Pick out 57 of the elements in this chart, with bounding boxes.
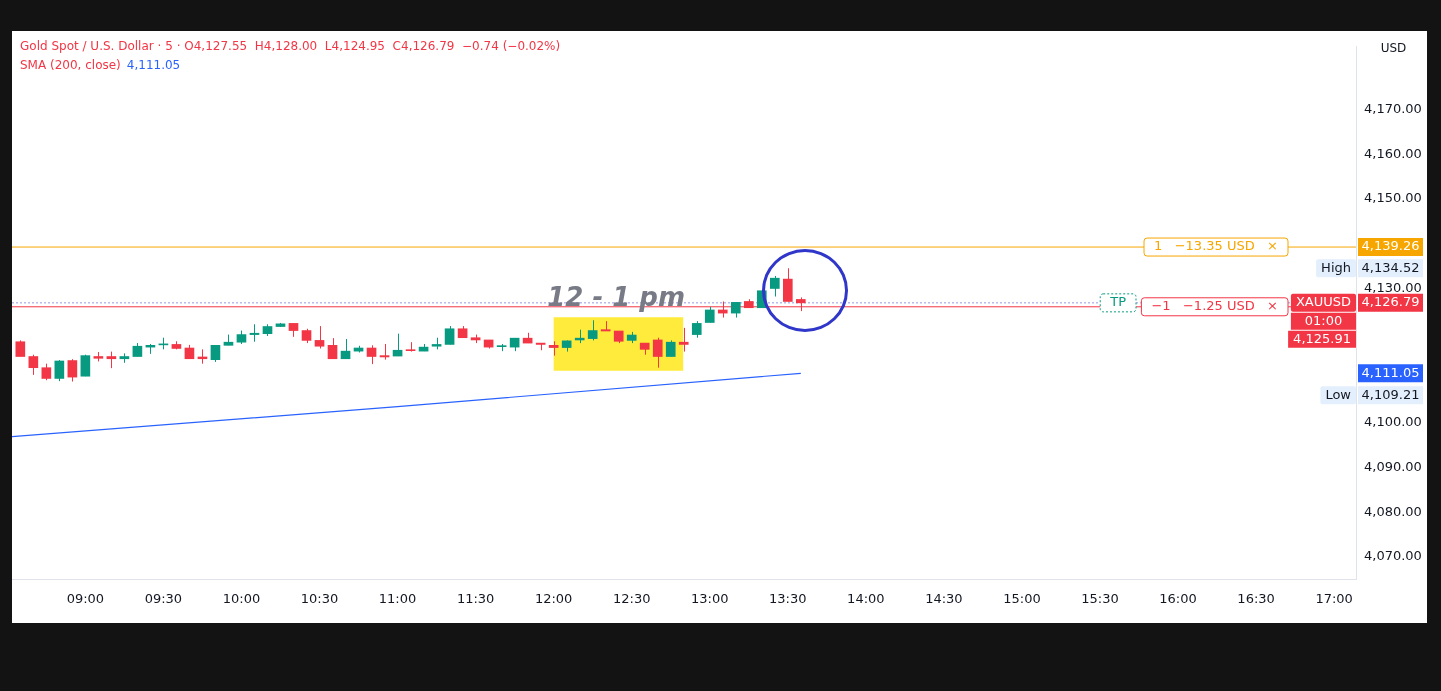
x-tick-label: 14:30 bbox=[925, 590, 963, 606]
y-tick-label: 4,080.00 bbox=[1364, 503, 1422, 519]
y-tick-label: 4,170.00 bbox=[1364, 100, 1422, 116]
y2-tick-label: 4,111.05 bbox=[1361, 364, 1420, 380]
candlestick bbox=[587, 319, 598, 341]
candlestick bbox=[769, 275, 780, 298]
x-tick-label: 09:00 bbox=[66, 590, 105, 606]
text: SMA (200, close) bbox=[20, 58, 121, 73]
x-tick-label: 11:30 bbox=[456, 590, 495, 606]
annotation: 4,125.91 bbox=[1293, 330, 1351, 346]
x-tick-label: 12:30 bbox=[612, 590, 651, 606]
x-tick-label: 12:00 bbox=[534, 590, 573, 606]
y-tick-label: 4,100.00 bbox=[1364, 414, 1422, 430]
candlestick bbox=[340, 338, 351, 360]
x-tick-label: 15:00 bbox=[1003, 590, 1041, 606]
text: 4,111.05 bbox=[126, 58, 181, 73]
y2-tick-label: 4,126.79 bbox=[1361, 294, 1420, 310]
x-tick-label: 16:00 bbox=[1159, 590, 1197, 606]
y-axis-title: USD bbox=[1380, 41, 1407, 56]
candlestick bbox=[67, 358, 78, 383]
x-tick-label: 14:00 bbox=[847, 590, 885, 606]
candlestick bbox=[54, 359, 65, 382]
ref-line-label: 1 −13.35 USD × bbox=[1154, 238, 1278, 254]
y-tick-label: 4,130.00 bbox=[1364, 279, 1422, 295]
annotation: 12 - 1 pm bbox=[547, 282, 686, 313]
chart-title: Gold Spot / U.S. Dollar · 5 · O4,127.55 H4,128.00 L4,124.95 C4,126.79 −0.74 (−0.02%) bbox=[20, 39, 561, 54]
annotation: 01:00 bbox=[1304, 312, 1343, 328]
text: 4,109.21 bbox=[1361, 386, 1420, 402]
candlestick bbox=[444, 325, 455, 345]
y2-tick-label: 4,139.26 bbox=[1361, 238, 1420, 254]
annotation: XAUUSD bbox=[1295, 294, 1351, 310]
x-tick-label: 13:00 bbox=[691, 590, 729, 606]
candlestick bbox=[314, 325, 325, 349]
x-tick-label: 11:00 bbox=[378, 590, 417, 606]
candlestick bbox=[678, 327, 689, 353]
x-tick-label: 17:00 bbox=[1315, 590, 1353, 606]
x-tick-label: 16:30 bbox=[1237, 590, 1275, 606]
candlestick bbox=[28, 354, 39, 376]
candlestick bbox=[652, 337, 663, 369]
candlestick bbox=[366, 344, 377, 365]
y2-tick-label: 4,134.52 bbox=[1361, 259, 1420, 275]
candlestick bbox=[327, 337, 338, 360]
x-tick-label: 15:30 bbox=[1081, 590, 1119, 606]
x-tick-label: 10:00 bbox=[222, 590, 261, 606]
x-tick-label: 13:30 bbox=[769, 590, 807, 606]
y-tick-label: 4,090.00 bbox=[1364, 458, 1422, 474]
y-tick-label: 4,070.00 bbox=[1364, 548, 1422, 564]
x-tick-label: 10:30 bbox=[300, 590, 339, 606]
ref-line-label: −1 −1.25 USD × bbox=[1151, 298, 1279, 314]
x-tick-label: 09:30 bbox=[144, 590, 183, 606]
candlestick bbox=[249, 323, 260, 343]
y-tick-label: 4,150.00 bbox=[1364, 190, 1422, 206]
y-tick-label: 4,160.00 bbox=[1364, 145, 1422, 161]
ref-line-label: TP bbox=[1109, 294, 1127, 310]
annotation: High bbox=[1321, 259, 1352, 275]
candlestick bbox=[782, 267, 793, 302]
annotation: Low bbox=[1325, 386, 1352, 402]
